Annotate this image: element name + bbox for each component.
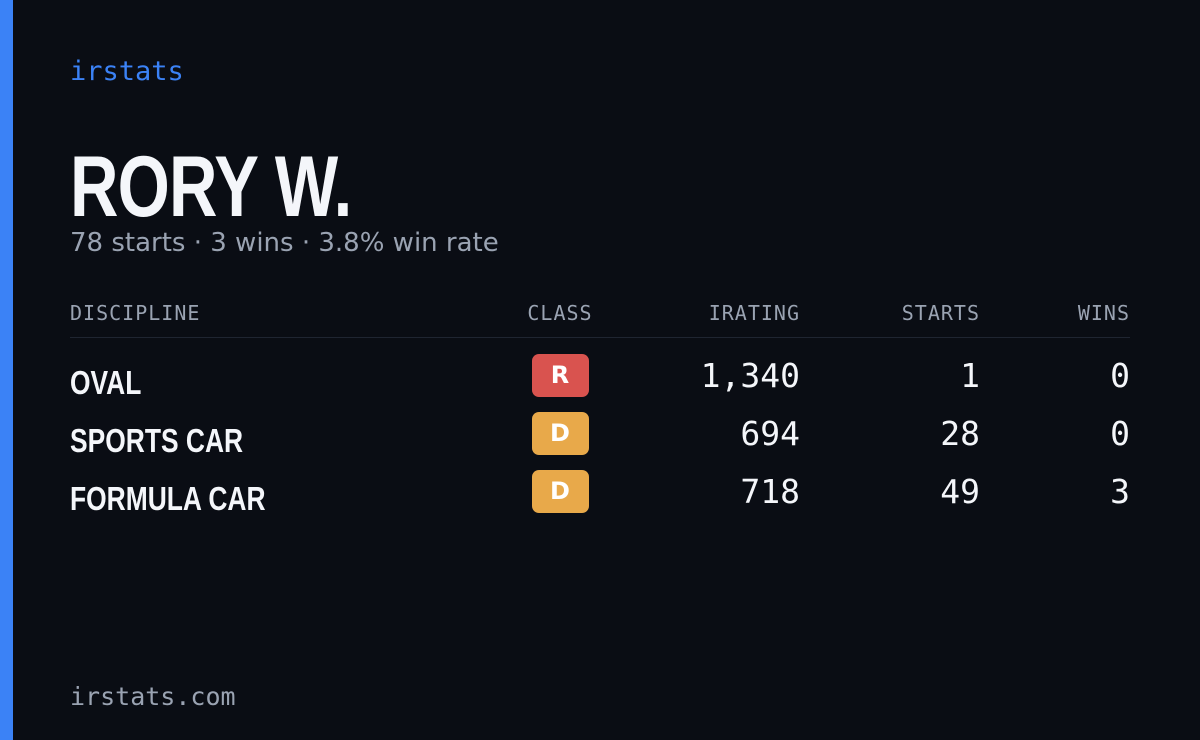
brand: irstats	[70, 56, 184, 87]
wins-cell: 3	[1110, 472, 1130, 511]
column-header: CLASS	[527, 301, 593, 325]
column-header: WINS	[1077, 301, 1130, 325]
starts-cell: 49	[940, 472, 980, 511]
discipline-cell: SPORTS CAR	[70, 422, 244, 459]
header-rule	[70, 337, 1130, 338]
profile-summary: 78 starts · 3 wins · 3.8% win rate	[70, 228, 499, 258]
starts-cell: 28	[940, 414, 980, 453]
class-badge: D	[531, 470, 589, 513]
accent-bar	[0, 0, 13, 740]
profile-name: RORY W.	[70, 139, 352, 235]
irating-cell: 694	[740, 414, 800, 453]
wins-cell: 0	[1110, 414, 1130, 453]
irating-cell: 718	[740, 472, 800, 511]
class-badge: R	[531, 354, 589, 397]
discipline-cell: FORMULA CAR	[70, 480, 266, 517]
column-header: DISCIPLINE	[70, 301, 201, 325]
starts-cell: 1	[960, 356, 980, 395]
wins-cell: 0	[1110, 356, 1130, 395]
footer: irstats.com	[70, 682, 236, 711]
column-header: STARTS	[901, 301, 980, 325]
class-badge: D	[531, 412, 589, 455]
column-header: IRATING	[708, 301, 800, 325]
discipline-cell: OVAL	[70, 364, 142, 401]
irating-cell: 1,340	[700, 356, 800, 395]
